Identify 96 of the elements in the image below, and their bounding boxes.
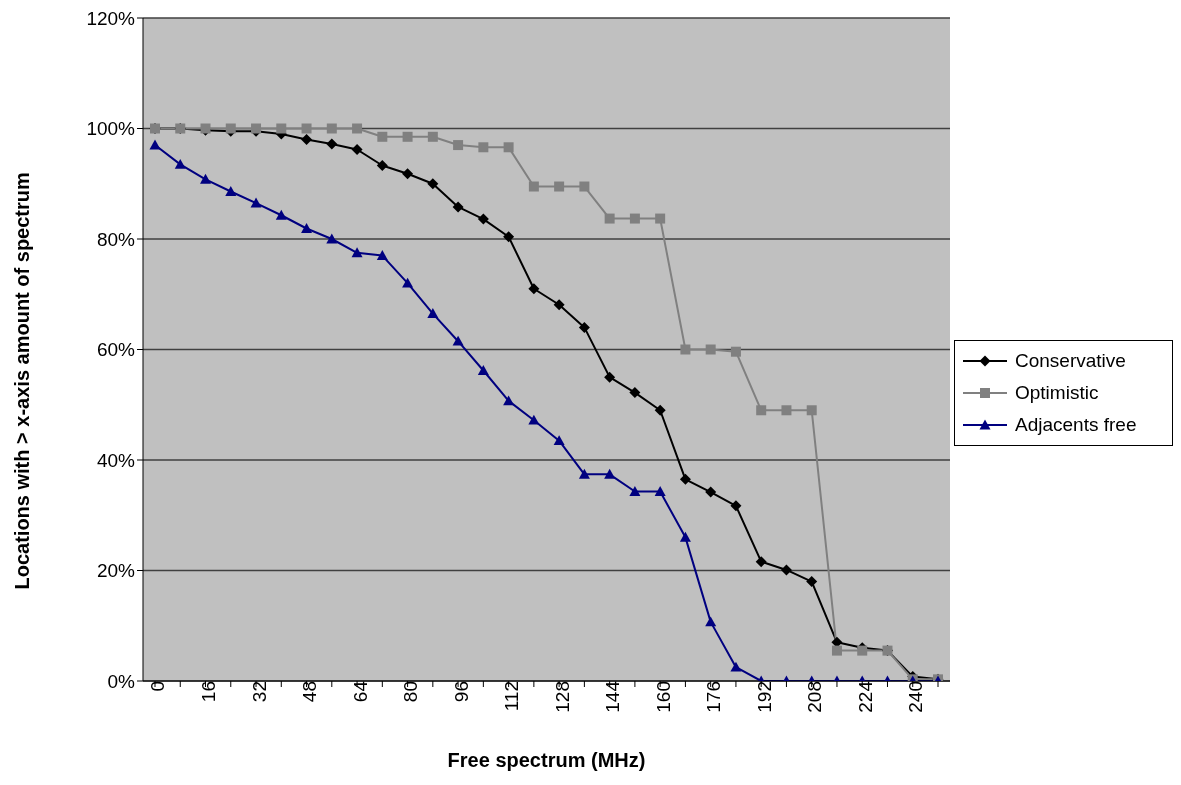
point xyxy=(427,131,438,142)
point xyxy=(275,209,287,220)
point xyxy=(730,346,741,357)
point xyxy=(402,131,413,142)
point xyxy=(452,201,464,213)
point xyxy=(351,247,363,258)
x-tick-label: 128 xyxy=(551,681,573,713)
point xyxy=(477,364,489,375)
point xyxy=(806,576,818,588)
point xyxy=(629,213,640,224)
y-tick-label: 100% xyxy=(86,118,136,140)
point xyxy=(376,160,388,172)
x-tick-label: 48 xyxy=(299,681,321,703)
point xyxy=(705,486,717,498)
x-tick-label: 224 xyxy=(854,680,876,713)
point xyxy=(225,185,237,196)
point xyxy=(528,283,540,295)
point xyxy=(705,344,716,355)
x-tick-label: 0 xyxy=(147,681,169,692)
point xyxy=(578,321,590,333)
point xyxy=(604,213,615,224)
point xyxy=(554,181,565,192)
point xyxy=(452,335,464,346)
point xyxy=(503,395,515,406)
point xyxy=(276,123,287,134)
point xyxy=(755,556,767,568)
point xyxy=(478,142,489,153)
point xyxy=(174,158,186,169)
point xyxy=(680,344,691,355)
point xyxy=(477,213,489,225)
point xyxy=(730,661,742,672)
legend-label: Optimistic xyxy=(1015,381,1099,404)
x-tick-label: 208 xyxy=(804,681,826,713)
x-axis-title: Free spectrum (MHz) xyxy=(447,749,646,771)
x-tick-label: 192 xyxy=(753,681,775,713)
point xyxy=(756,405,767,416)
point xyxy=(604,468,616,479)
point xyxy=(654,485,666,496)
point xyxy=(453,140,464,151)
point xyxy=(376,250,388,260)
point xyxy=(528,181,539,192)
y-tick-label: 40% xyxy=(96,449,136,471)
point xyxy=(528,414,540,425)
x-tick-label: 32 xyxy=(248,681,270,703)
point xyxy=(351,143,363,155)
point xyxy=(780,564,792,576)
point xyxy=(402,168,414,180)
y-tick-label: 60% xyxy=(96,339,136,361)
point xyxy=(629,485,641,496)
point xyxy=(629,387,641,399)
point xyxy=(301,134,313,146)
x-tick-label: 96 xyxy=(450,681,472,703)
point xyxy=(301,123,312,134)
point xyxy=(427,308,439,318)
point xyxy=(604,371,616,383)
x-tick-label: 16 xyxy=(198,681,220,703)
x-tick-label: 240 xyxy=(905,681,927,713)
point xyxy=(806,405,817,416)
point xyxy=(149,139,161,150)
point xyxy=(301,223,313,233)
point xyxy=(326,123,337,134)
point xyxy=(503,231,515,243)
x-tick-label: 160 xyxy=(652,681,674,713)
y-tick-label: 80% xyxy=(96,228,136,250)
point xyxy=(679,531,691,542)
y-tick-label: 0% xyxy=(107,670,136,692)
point xyxy=(377,131,388,142)
x-tick-label: 144 xyxy=(602,680,624,713)
x-tick-label: 64 xyxy=(349,680,371,703)
point xyxy=(250,197,262,208)
point xyxy=(831,645,842,656)
point xyxy=(705,616,717,627)
x-tick-label: 176 xyxy=(703,681,725,713)
point xyxy=(427,178,439,190)
point xyxy=(503,142,514,153)
point xyxy=(578,468,590,479)
point xyxy=(326,233,338,244)
point xyxy=(352,123,363,134)
y-tick-label: 120% xyxy=(86,7,136,29)
point xyxy=(679,473,691,485)
point xyxy=(579,181,590,192)
point xyxy=(553,299,565,311)
legend-label: Adjacents free xyxy=(1015,413,1137,436)
point xyxy=(655,213,666,224)
point xyxy=(654,404,666,416)
point xyxy=(781,405,792,416)
point xyxy=(200,173,212,184)
x-tick-label: 112 xyxy=(501,681,523,712)
point xyxy=(326,138,338,150)
legend-label: Conservative xyxy=(1015,349,1126,372)
x-tick-label: 80 xyxy=(400,681,422,703)
point xyxy=(553,435,565,446)
y-axis-title: Locations with > x-axis amount of spectrum xyxy=(11,172,34,590)
y-tick-label: 20% xyxy=(96,560,136,582)
point xyxy=(730,500,742,512)
point xyxy=(402,277,414,288)
